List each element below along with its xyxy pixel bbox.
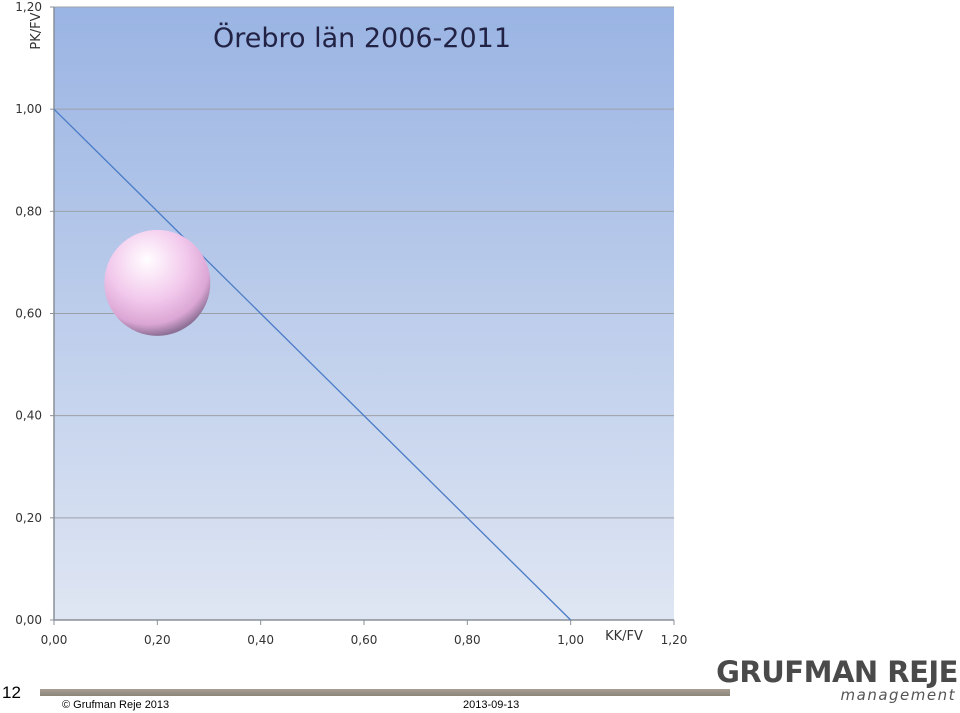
- footer-bar: [40, 689, 730, 696]
- data-points: [104, 229, 211, 336]
- copyright-text: © Grufman Reje 2013: [62, 699, 170, 711]
- x-tick-label: 1,20: [661, 633, 688, 647]
- logo-main-text: GRUFMAN REJE: [716, 655, 958, 689]
- logo-sub-text: management: [840, 686, 956, 704]
- x-tick-label: 0,00: [41, 633, 68, 647]
- x-tick-label: 1,00: [557, 633, 584, 647]
- y-tick-label: 0,20: [15, 511, 42, 525]
- bubble-point: [104, 229, 211, 336]
- x-tick-label: 0,60: [351, 633, 378, 647]
- chart-title: Örebro län 2006-2011: [213, 22, 511, 54]
- x-tick-label: 0,40: [247, 633, 274, 647]
- y-tick-label: 0,40: [15, 409, 42, 423]
- x-tick-label: 0,80: [454, 633, 481, 647]
- footer-date: 2013-09-13: [463, 699, 520, 711]
- reference-line-layer: [53, 108, 572, 621]
- y-tick-labels: 0,00 0,20 0,40 0,60 0,80 1,00 1,20: [15, 0, 42, 627]
- y-tick-label: 0,60: [15, 307, 42, 321]
- x-axis-title: KK/FV: [605, 629, 643, 644]
- company-logo: GRUFMAN REJE management: [716, 655, 960, 705]
- y-tick-label: 0,00: [15, 613, 42, 627]
- y-tick-label: 0,80: [15, 204, 42, 218]
- y-tick-label: 1,00: [15, 102, 42, 116]
- slide-number: 12: [2, 683, 21, 702]
- x-tick-labels: 0,00 0,20 0,40 0,60 0,80 1,00 1,20: [41, 633, 688, 647]
- reference-line: [53, 108, 572, 621]
- y-axis-title: PK/FV: [29, 12, 44, 49]
- y-tick-label: 1,20: [15, 0, 42, 14]
- x-tick-label: 0,20: [144, 633, 171, 647]
